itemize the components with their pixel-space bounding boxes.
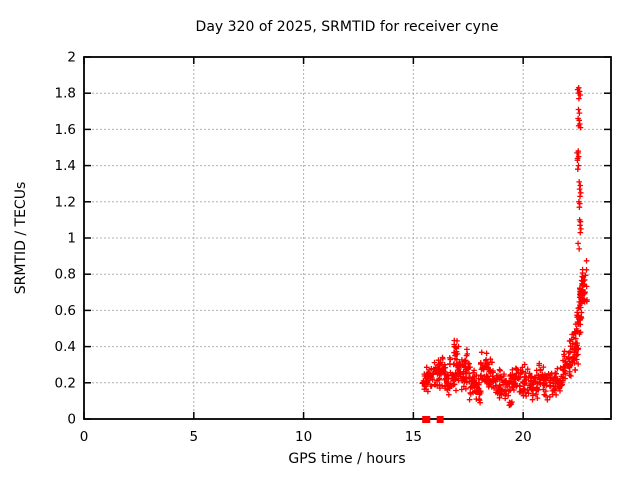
x-tick-label: 10 xyxy=(295,429,312,445)
x-tick-label: 15 xyxy=(405,429,422,445)
y-tick-label: 1.6 xyxy=(55,122,76,138)
y-tick-label: 0.4 xyxy=(55,339,76,355)
y-tick-label: 1 xyxy=(67,231,76,247)
y-tick-label: 0.2 xyxy=(55,375,76,391)
y-tick-label: 0 xyxy=(67,412,76,428)
x-tick-label: 5 xyxy=(189,429,198,445)
scatter-points xyxy=(419,85,590,409)
y-tick-label: 0.6 xyxy=(55,303,76,319)
y-tick-label: 2 xyxy=(67,50,76,66)
chart-title: Day 320 of 2025, SRMTID for receiver cyn… xyxy=(196,19,499,35)
axis-tick-labels: 0 5 10 15 20 0 0.2 0.4 0.6 0.8 1 1.2 1.4 1.6 1.8 2 xyxy=(55,50,532,446)
axis-ticks xyxy=(83,56,611,420)
plot-frame xyxy=(83,56,612,420)
zero-value-marker xyxy=(436,416,444,423)
y-tick-label: 0.8 xyxy=(55,267,76,283)
y-axis-label: SRMTID / TECUs xyxy=(13,182,29,295)
zero-value-marker xyxy=(423,416,431,423)
data-points xyxy=(419,85,590,423)
y-tick-label: 1.8 xyxy=(55,86,76,102)
y-tick-label: 1.2 xyxy=(55,194,76,210)
gridlines xyxy=(84,57,611,419)
x-tick-label: 20 xyxy=(515,429,532,445)
y-tick-label: 1.4 xyxy=(55,158,76,174)
x-tick-label: 0 xyxy=(80,429,89,445)
x-axis-label: GPS time / hours xyxy=(288,451,405,467)
